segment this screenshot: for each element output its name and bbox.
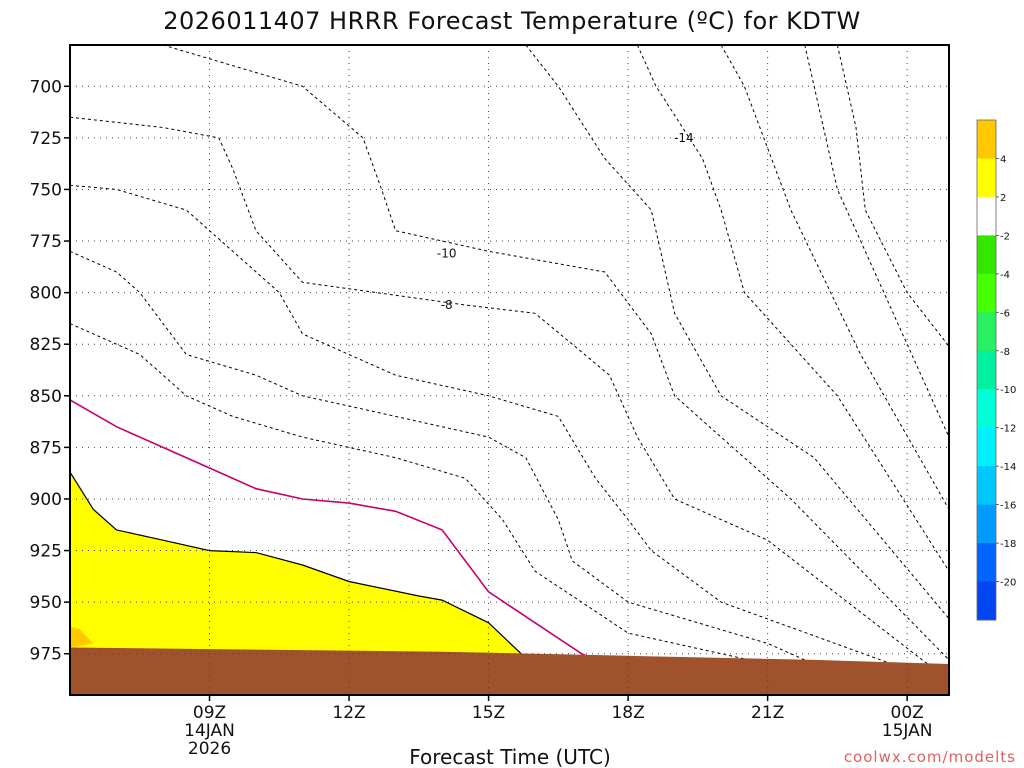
contour-labels: -14 -10 -8 xyxy=(437,131,694,312)
x-tick-label: 18Z xyxy=(611,703,644,723)
y-tick-label: 950 xyxy=(30,593,62,613)
y-tick-label: 700 xyxy=(30,77,62,97)
contour-line--18 xyxy=(804,45,949,438)
contour-line--6 xyxy=(70,184,949,686)
contour-line--2 xyxy=(70,323,838,686)
colorbar-swatch xyxy=(977,273,996,313)
contour-line-2 xyxy=(70,471,522,655)
colorbar-swatch xyxy=(977,466,996,506)
colorbar-label: -20 xyxy=(1000,578,1016,589)
colorbar-swatch xyxy=(977,543,996,583)
y-tick-label: 800 xyxy=(30,284,62,304)
y-tick-label: 875 xyxy=(30,438,62,458)
colorbar-label: 2 xyxy=(1000,193,1006,204)
colorbar-swatch xyxy=(977,389,996,429)
grid-lines xyxy=(70,45,949,695)
x-tick-label: 2026 xyxy=(188,739,231,759)
colorbar-swatch xyxy=(977,581,996,621)
contour-line--12 xyxy=(525,45,949,620)
colorbar-label: -2 xyxy=(1000,231,1010,242)
colorbar-swatch xyxy=(977,350,996,390)
chart-title: 2026011407 HRRR Forecast Temperature (ºC… xyxy=(163,7,861,35)
y-tick-label: 925 xyxy=(30,542,62,562)
y-tick-label: 850 xyxy=(30,387,62,407)
colorbar-swatch xyxy=(977,120,996,159)
temp-band-upper-4 xyxy=(70,472,522,654)
colorbar-label: -12 xyxy=(1000,424,1016,435)
temp-band-upper-2 xyxy=(70,45,949,695)
contour-line--20 xyxy=(836,45,949,347)
colorbar: 4 2 -2 -4 -6 -8 -10 -12 -14 -16 -18 -20 xyxy=(976,119,1016,621)
colorbar-swatch xyxy=(977,158,996,198)
ground-surface xyxy=(70,647,949,695)
y-tick-label: 725 xyxy=(30,129,62,149)
colorbar-label: -4 xyxy=(1000,270,1010,281)
y-tick-label: 825 xyxy=(30,335,62,355)
contour-line--16 xyxy=(720,45,949,510)
y-tick-label: 900 xyxy=(30,490,62,510)
temp-band-upper-6 xyxy=(70,626,94,648)
colorbar-swatch xyxy=(977,235,996,275)
colorbar-swatch xyxy=(977,427,996,467)
x-tick-label: 15Z xyxy=(472,703,505,723)
contour-label: -8 xyxy=(441,298,453,312)
y-tick-label: 975 xyxy=(30,645,62,665)
y-tick-label: 775 xyxy=(30,232,62,252)
colorbar-label: -8 xyxy=(1000,347,1010,358)
contour-line--10 xyxy=(162,45,949,661)
contour-label: -10 xyxy=(437,246,457,260)
x-tick-label: 00Z xyxy=(891,703,924,723)
plot-area xyxy=(70,45,949,695)
y-tick-label: 750 xyxy=(30,180,62,200)
colorbar-label: -18 xyxy=(1000,539,1016,550)
colorbar-label: -14 xyxy=(1000,462,1016,473)
x-tick-label: 15JAN xyxy=(882,721,933,741)
colorbar-swatch xyxy=(977,504,996,544)
plot-frame xyxy=(69,44,950,696)
colorbar-label: -6 xyxy=(1000,308,1010,319)
contour-line--8 xyxy=(70,116,949,681)
colorbar-label: -10 xyxy=(1000,385,1016,396)
colorbar-swatch xyxy=(977,196,996,236)
colorbar-swatch xyxy=(977,312,996,352)
colorbar-label: 4 xyxy=(1000,154,1006,165)
contour-line--14 xyxy=(636,45,949,572)
colorbar-label: -16 xyxy=(1000,501,1016,512)
x-tick-label: 12Z xyxy=(332,703,365,723)
x-tick-label: 09Z xyxy=(193,703,226,723)
y-axis: 700 725 750 775 800 825 850 875 900 925 950 975 xyxy=(30,77,70,665)
x-tick-label: 14JAN xyxy=(184,721,235,741)
credit-text: coolwx.com/modelts xyxy=(844,748,1016,766)
contour-line-0 xyxy=(70,399,606,665)
contour-label: -14 xyxy=(674,131,694,145)
x-tick-label: 21Z xyxy=(751,703,784,723)
colorbar-frame xyxy=(976,119,997,621)
x-axis-label: Forecast Time (UTC) xyxy=(409,745,611,768)
